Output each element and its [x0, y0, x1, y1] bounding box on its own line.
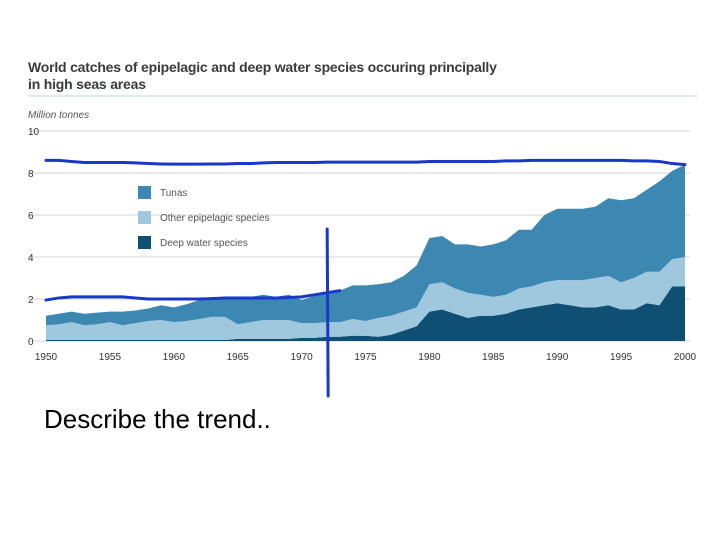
legend: Tunas Other epipelagic species Deep water …	[138, 186, 270, 249]
vertical-marker-line	[325, 227, 330, 398]
y-tick-labels: 0 2 4 6 8 10	[28, 127, 40, 348]
legend-label-deep-water-species: Deep water species	[160, 238, 248, 249]
chart-title-line-1: World catches of epipelagic and deep wat…	[28, 59, 497, 75]
area-deep-water-species	[46, 286, 685, 341]
legend-label-other-epipelagic-species: Other epipelagic species	[160, 213, 270, 224]
legend-swatch-other-epipelagic-species	[138, 211, 151, 224]
x-tick-2000: 2000	[674, 352, 697, 363]
x-tick-1950: 1950	[35, 352, 58, 363]
legend-swatch-tunas	[138, 186, 151, 199]
upper-trend-line	[44, 158, 687, 167]
area-other-epipelagic-species	[46, 257, 685, 340]
y-axis-label: Million tonnes	[28, 110, 89, 121]
chart-title-line-2: in high seas areas	[28, 76, 146, 92]
x-tick-1975: 1975	[354, 352, 377, 363]
legend-label-tunas: Tunas	[160, 188, 187, 199]
x-tick-labels: 1950 1955 1960 1965 1970 1975 1980 1985 1990 1995…	[35, 352, 697, 363]
x-tick-1960: 1960	[163, 352, 186, 363]
x-tick-1995: 1995	[610, 352, 633, 363]
y-tick-10: 10	[28, 127, 40, 138]
x-tick-1990: 1990	[546, 352, 569, 363]
slide-prompt: Describe the trend..	[44, 404, 271, 434]
y-tick-4: 4	[28, 253, 34, 264]
x-tick-1980: 1980	[418, 352, 441, 363]
legend-swatch-deep-water-species	[138, 236, 151, 249]
y-tick-0: 0	[28, 337, 34, 348]
x-tick-1985: 1985	[482, 352, 505, 363]
x-tick-1965: 1965	[227, 352, 250, 363]
area-layers	[46, 164, 685, 341]
chart-title: World catches of epipelagic and deep wat…	[28, 59, 508, 93]
x-tick-1970: 1970	[290, 352, 313, 363]
y-tick-8: 8	[28, 169, 34, 180]
area-tunas	[46, 164, 685, 326]
x-tick-1955: 1955	[99, 352, 122, 363]
hand-drawn-annotations	[44, 158, 687, 398]
y-tick-2: 2	[28, 295, 34, 306]
lower-trend-line	[44, 289, 342, 302]
y-tick-6: 6	[28, 211, 34, 222]
